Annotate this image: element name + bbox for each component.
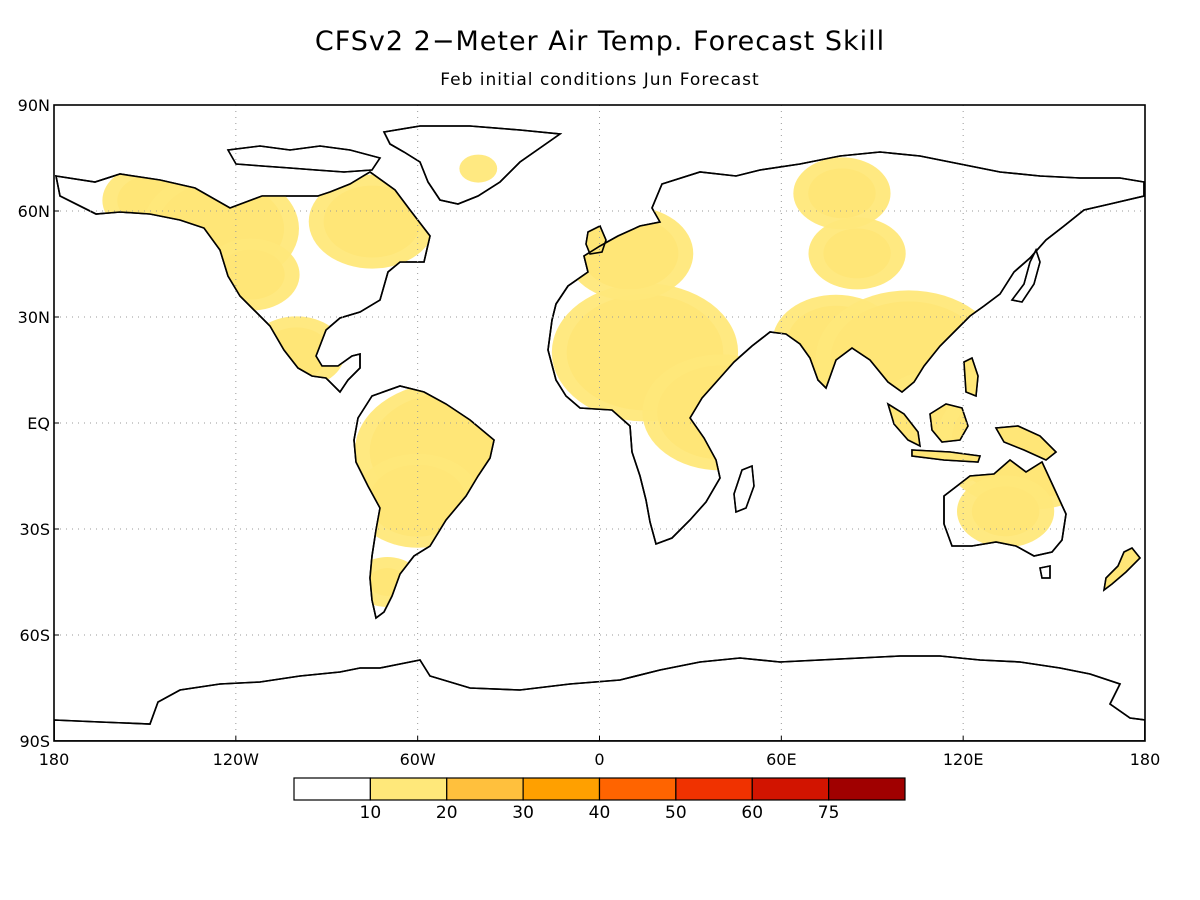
skill-region-australia xyxy=(956,475,1055,548)
new-zealand-coastline xyxy=(1102,546,1142,592)
colorbar-label: 20 xyxy=(436,803,458,823)
lat-tick-label: EQ xyxy=(27,414,50,433)
skill-region-east-africa xyxy=(642,354,800,471)
colorbar-label: 10 xyxy=(360,803,382,823)
lon-tick-label: 0 xyxy=(594,750,604,769)
lat-tick-label: 90N xyxy=(18,96,50,115)
colorbar-bin xyxy=(828,777,906,801)
colorbar-bin xyxy=(446,777,524,801)
lat-tick-label: 30S xyxy=(19,520,50,539)
colorbar-bin xyxy=(369,777,448,801)
colorbar-bin xyxy=(751,777,830,801)
japan-coastline xyxy=(1010,247,1041,303)
new-guinea-coastline xyxy=(994,425,1058,461)
skill-region-new-zealand xyxy=(1072,535,1145,608)
grid-lines xyxy=(54,105,1145,741)
colorbar-bin xyxy=(675,777,753,801)
latitude-tick-labels: 90N 60N 30N EQ 30S 60S 90S xyxy=(18,96,59,751)
greenland-coastline xyxy=(382,125,563,205)
colorbar-label: 30 xyxy=(512,803,534,823)
chart-title: CFSv2 2−Meter Air Temp. Forecast Skill xyxy=(314,26,886,57)
skill-region-greenland xyxy=(459,154,498,183)
philippines-coastline xyxy=(963,356,979,398)
madagascar-coastline xyxy=(733,464,755,514)
skill-region-east-africa xyxy=(701,398,740,427)
lat-tick-label: 30N xyxy=(18,308,50,327)
skill-region-southeast-asia xyxy=(815,290,1002,429)
colorbar-label: 60 xyxy=(741,803,763,823)
borneo-coastline xyxy=(929,403,969,443)
lon-tick-label: 120E xyxy=(943,750,984,769)
arctic-archipelago xyxy=(226,145,382,173)
lon-tick-label: 60E xyxy=(766,750,796,769)
colorbar-bin xyxy=(522,777,601,801)
skill-region-western-us xyxy=(202,238,300,311)
lon-tick-label: 180 xyxy=(1130,750,1161,769)
lon-tick-label: 120W xyxy=(213,750,260,769)
lon-tick-label: 60W xyxy=(400,750,436,769)
longitude-tick-labels: 180 120W 60W 0 60E 120E 180 xyxy=(39,736,1161,769)
lat-tick-label: 90S xyxy=(19,732,50,751)
eurasia-africa-coastline xyxy=(547,151,1145,546)
madagascar-landmass xyxy=(733,465,755,513)
australia-coastline xyxy=(943,458,1067,557)
coastline-outline-layer xyxy=(54,125,1145,741)
chart-subtitle: Feb initial conditions Jun Forecast xyxy=(440,70,760,90)
north-america-coastline xyxy=(54,171,431,394)
skill-region-siberia xyxy=(793,157,891,230)
colorbar-bin xyxy=(293,777,371,801)
skill-region-hudson-bay xyxy=(308,174,436,269)
sumatra-coastline xyxy=(886,402,922,448)
antarctica-landmass xyxy=(54,655,1145,741)
colorbar-label: 75 xyxy=(818,803,840,823)
java-coastline xyxy=(911,449,982,463)
colorbar-label: 50 xyxy=(665,803,687,823)
skill-region-europe xyxy=(566,206,694,301)
skill-region-patagonia xyxy=(353,557,422,607)
arctic-archipelago xyxy=(226,145,382,173)
lat-tick-label: 60S xyxy=(19,626,50,645)
colorbar-label: 40 xyxy=(589,803,611,823)
lat-tick-label: 60N xyxy=(18,202,50,221)
skill-region-central-asia xyxy=(808,217,906,290)
lon-tick-label: 180 xyxy=(39,750,70,769)
antarctica-coastline xyxy=(54,655,1145,741)
tasmania-coastline xyxy=(1039,565,1051,579)
colorbar: 10 20 30 40 50 60 75 xyxy=(293,777,906,823)
colorbar-bin xyxy=(598,777,677,801)
